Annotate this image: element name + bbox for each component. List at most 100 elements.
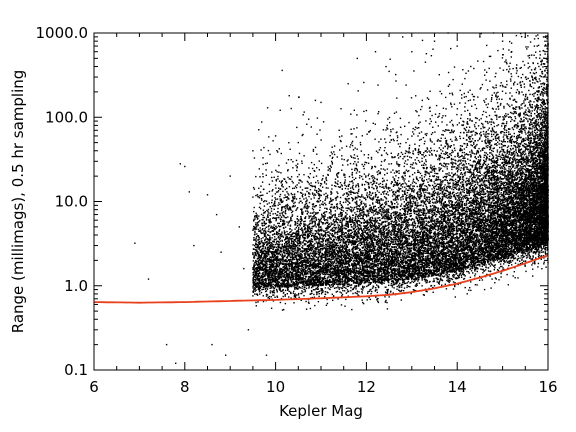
scatter-point bbox=[533, 242, 535, 244]
scatter-point bbox=[459, 220, 461, 222]
scatter-point bbox=[263, 222, 265, 224]
scatter-point bbox=[426, 147, 428, 149]
scatter-point bbox=[291, 193, 293, 196]
scatter-point bbox=[459, 240, 462, 243]
scatter-point bbox=[533, 138, 536, 140]
scatter-point bbox=[305, 300, 307, 303]
scatter-point bbox=[397, 177, 400, 179]
scatter-point bbox=[542, 160, 544, 162]
scatter-point bbox=[536, 110, 538, 112]
scatter-point bbox=[342, 252, 345, 254]
scatter-point bbox=[491, 243, 493, 245]
scatter-point bbox=[282, 286, 284, 288]
scatter-point bbox=[279, 289, 281, 291]
scatter-point bbox=[491, 180, 493, 182]
scatter-point bbox=[453, 251, 455, 254]
scatter-point bbox=[435, 246, 437, 248]
scatter-point bbox=[536, 142, 538, 145]
scatter-point bbox=[424, 133, 426, 135]
scatter-point bbox=[499, 237, 502, 240]
scatter-point bbox=[335, 282, 337, 284]
scatter-point bbox=[388, 296, 390, 298]
scatter-point bbox=[494, 257, 496, 260]
scatter-point bbox=[464, 157, 466, 159]
scatter-point bbox=[383, 180, 385, 182]
scatter-point bbox=[387, 222, 390, 224]
scatter-point bbox=[521, 239, 523, 242]
scatter-point bbox=[354, 161, 356, 163]
scatter-point bbox=[468, 129, 470, 132]
scatter-point bbox=[312, 203, 315, 205]
scatter-point bbox=[371, 240, 373, 243]
scatter-point bbox=[510, 245, 512, 247]
scatter-point bbox=[509, 239, 511, 242]
scatter-point bbox=[384, 174, 386, 176]
scatter-point bbox=[473, 99, 475, 101]
scatter-point bbox=[435, 248, 438, 250]
scatter-point bbox=[373, 243, 375, 245]
scatter-point bbox=[277, 236, 280, 238]
scatter-point bbox=[431, 219, 434, 221]
scatter-point bbox=[479, 229, 482, 232]
scatter-point bbox=[489, 146, 492, 149]
scatter-point bbox=[400, 271, 402, 273]
scatter-point bbox=[307, 261, 310, 264]
scatter-point bbox=[532, 79, 534, 81]
scatter-point bbox=[478, 168, 481, 170]
scatter-point bbox=[505, 187, 507, 190]
scatter-point bbox=[349, 284, 351, 286]
scatter-point bbox=[510, 56, 512, 58]
scatter-point bbox=[440, 239, 442, 241]
scatter-point bbox=[499, 200, 502, 203]
scatter-point bbox=[425, 252, 427, 254]
scatter-point bbox=[426, 170, 428, 173]
scatter-point bbox=[400, 239, 402, 241]
scatter-point bbox=[522, 152, 525, 154]
scatter-point bbox=[354, 167, 356, 170]
scatter-point bbox=[318, 225, 320, 228]
scatter-point bbox=[268, 276, 270, 278]
scatter-point bbox=[314, 255, 316, 257]
scatter-point bbox=[280, 172, 282, 174]
scatter-point bbox=[255, 284, 257, 286]
scatter-point bbox=[508, 264, 510, 267]
scatter-point bbox=[457, 213, 459, 215]
scatter-point bbox=[509, 98, 511, 100]
scatter-point bbox=[470, 155, 472, 157]
scatter-point bbox=[442, 219, 445, 221]
scatter-point bbox=[303, 174, 305, 176]
scatter-point bbox=[491, 118, 493, 121]
scatter-point bbox=[337, 180, 339, 182]
scatter-point bbox=[287, 287, 289, 290]
scatter-point bbox=[350, 133, 352, 135]
scatter-point bbox=[354, 223, 356, 225]
scatter-point bbox=[296, 167, 298, 169]
scatter-point bbox=[539, 112, 541, 115]
scatter-point bbox=[472, 200, 474, 203]
scatter-point bbox=[472, 152, 474, 154]
scatter-point bbox=[306, 247, 308, 250]
scatter-point bbox=[401, 271, 404, 274]
scatter-point bbox=[341, 219, 343, 221]
scatter-point bbox=[507, 175, 510, 178]
scatter-point bbox=[458, 156, 460, 159]
scatter-point bbox=[411, 203, 414, 205]
scatter-point bbox=[536, 128, 538, 130]
scatter-point bbox=[415, 182, 417, 185]
scatter-point bbox=[362, 165, 365, 167]
scatter-point bbox=[489, 188, 491, 190]
scatter-point bbox=[459, 187, 461, 189]
scatter-point bbox=[537, 255, 540, 258]
scatter-point bbox=[264, 258, 266, 260]
scatter-point bbox=[537, 100, 539, 103]
scatter-point bbox=[295, 231, 298, 233]
scatter-point bbox=[275, 180, 277, 182]
scatter-point bbox=[277, 217, 279, 219]
scatter-point bbox=[473, 177, 475, 179]
scatter-point bbox=[453, 144, 455, 146]
scatter-point bbox=[322, 229, 324, 232]
scatter-point bbox=[430, 180, 433, 182]
scatter-point bbox=[355, 263, 357, 265]
scatter-point bbox=[541, 106, 543, 108]
scatter-point bbox=[536, 145, 538, 147]
